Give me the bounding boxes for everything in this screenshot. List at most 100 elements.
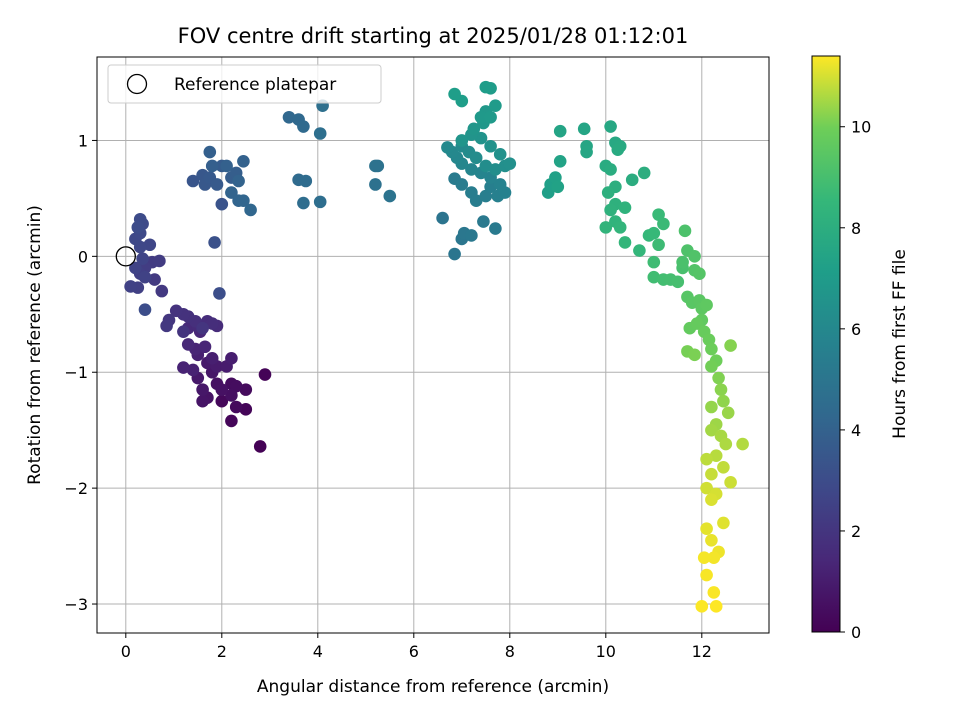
data-point-182 bbox=[693, 267, 706, 281]
data-point-11 bbox=[215, 383, 229, 396]
data-point-85 bbox=[299, 174, 313, 188]
data-point-225 bbox=[695, 600, 709, 613]
data-point-20 bbox=[225, 352, 238, 365]
data-point-1 bbox=[258, 368, 272, 381]
data-point-112 bbox=[465, 163, 478, 176]
data-point-104 bbox=[469, 194, 483, 208]
colorbar-tick-label-1: 2 bbox=[851, 522, 861, 541]
data-point-109 bbox=[493, 178, 507, 191]
data-point-2 bbox=[239, 403, 253, 416]
data-point-200 bbox=[714, 383, 728, 396]
data-point-102 bbox=[455, 178, 469, 191]
data-point-80 bbox=[244, 203, 257, 217]
data-point-175 bbox=[671, 275, 685, 289]
data-point-154 bbox=[625, 173, 639, 187]
data-point-50 bbox=[138, 270, 152, 284]
data-point-90 bbox=[369, 178, 382, 191]
data-point-212 bbox=[705, 467, 718, 481]
data-point-132 bbox=[474, 110, 488, 124]
data-point-86 bbox=[297, 196, 310, 210]
data-point-59 bbox=[131, 221, 145, 234]
data-point-170 bbox=[652, 238, 665, 252]
data-point-83 bbox=[297, 120, 310, 133]
colorbar-label: Hours from first FF file bbox=[890, 249, 910, 439]
data-point-79 bbox=[237, 194, 250, 208]
x-tick-label-1: 2 bbox=[217, 642, 227, 661]
data-point-45 bbox=[153, 254, 166, 268]
data-point-162 bbox=[599, 221, 613, 234]
data-point-13 bbox=[196, 394, 209, 408]
data-point-180 bbox=[688, 250, 701, 263]
data-point-61 bbox=[213, 287, 226, 300]
y-tick-label-3: 0 bbox=[78, 247, 88, 266]
data-point-207 bbox=[719, 437, 733, 451]
legend-label: Reference platepar bbox=[174, 75, 336, 95]
colorbar bbox=[811, 55, 841, 633]
data-point-72 bbox=[205, 159, 219, 173]
data-point-93 bbox=[383, 189, 397, 203]
colorbar-tick-label-2: 4 bbox=[851, 421, 861, 440]
data-point-99 bbox=[477, 215, 490, 228]
data-point-98 bbox=[465, 229, 478, 242]
data-point-165 bbox=[633, 244, 646, 257]
data-point-209 bbox=[709, 449, 723, 462]
legend: Reference platepar bbox=[107, 64, 382, 104]
data-point-116 bbox=[441, 141, 454, 154]
data-point-52 bbox=[136, 252, 149, 265]
data-point-169 bbox=[657, 217, 670, 231]
data-point-177 bbox=[676, 255, 689, 269]
data-point-187 bbox=[700, 298, 713, 312]
data-point-157 bbox=[601, 186, 615, 199]
data-point-129 bbox=[467, 122, 481, 136]
y-axis-ticks: −3 −2 −1 0 1 bbox=[64, 131, 97, 614]
scatter-points bbox=[124, 80, 749, 613]
data-point-38 bbox=[177, 325, 190, 338]
data-point-128 bbox=[455, 134, 469, 147]
data-point-21 bbox=[205, 352, 219, 365]
data-point-119 bbox=[469, 151, 483, 165]
x-tick-label-5: 10 bbox=[596, 642, 616, 661]
data-point-26 bbox=[198, 340, 212, 354]
data-point-68 bbox=[210, 178, 224, 191]
data-point-210 bbox=[700, 452, 713, 466]
data-point-223 bbox=[700, 568, 713, 582]
x-tick-label-2: 4 bbox=[313, 642, 323, 661]
data-point-5 bbox=[229, 400, 243, 414]
data-point-226 bbox=[709, 600, 723, 613]
data-point-208 bbox=[736, 437, 749, 451]
data-point-0 bbox=[253, 440, 267, 453]
legend-box bbox=[107, 64, 382, 104]
data-point-202 bbox=[705, 400, 718, 414]
x-tick-label-4: 8 bbox=[505, 642, 515, 661]
data-point-171 bbox=[647, 255, 661, 269]
data-point-126 bbox=[474, 131, 488, 145]
data-point-77 bbox=[225, 186, 238, 199]
data-point-144 bbox=[553, 124, 567, 138]
data-point-160 bbox=[618, 201, 632, 214]
data-point-143 bbox=[553, 155, 567, 168]
data-point-133 bbox=[484, 110, 497, 124]
data-point-62 bbox=[208, 236, 221, 249]
data-point-120 bbox=[479, 159, 493, 173]
data-point-125 bbox=[484, 139, 497, 153]
x-tick-label-6: 12 bbox=[692, 642, 712, 661]
data-point-51 bbox=[129, 261, 142, 275]
data-point-193 bbox=[705, 342, 718, 356]
data-point-168 bbox=[652, 208, 665, 221]
legend-marker bbox=[126, 73, 148, 95]
data-point-94 bbox=[436, 211, 449, 225]
data-point-211 bbox=[717, 460, 730, 474]
data-point-145 bbox=[577, 122, 591, 136]
data-point-74 bbox=[220, 159, 233, 173]
x-axis-label: Angular distance from reference (arcmin) bbox=[257, 677, 609, 697]
data-point-136 bbox=[479, 80, 493, 94]
data-point-164 bbox=[618, 236, 632, 249]
data-point-198 bbox=[712, 371, 725, 385]
data-point-81 bbox=[282, 110, 296, 124]
data-point-105 bbox=[479, 189, 493, 203]
data-point-167 bbox=[647, 226, 661, 240]
data-point-134 bbox=[489, 99, 502, 112]
data-point-15 bbox=[196, 383, 209, 396]
data-point-43 bbox=[148, 273, 161, 286]
chart-title: FOV centre drift starting at 2025/01/28 … bbox=[178, 24, 689, 48]
